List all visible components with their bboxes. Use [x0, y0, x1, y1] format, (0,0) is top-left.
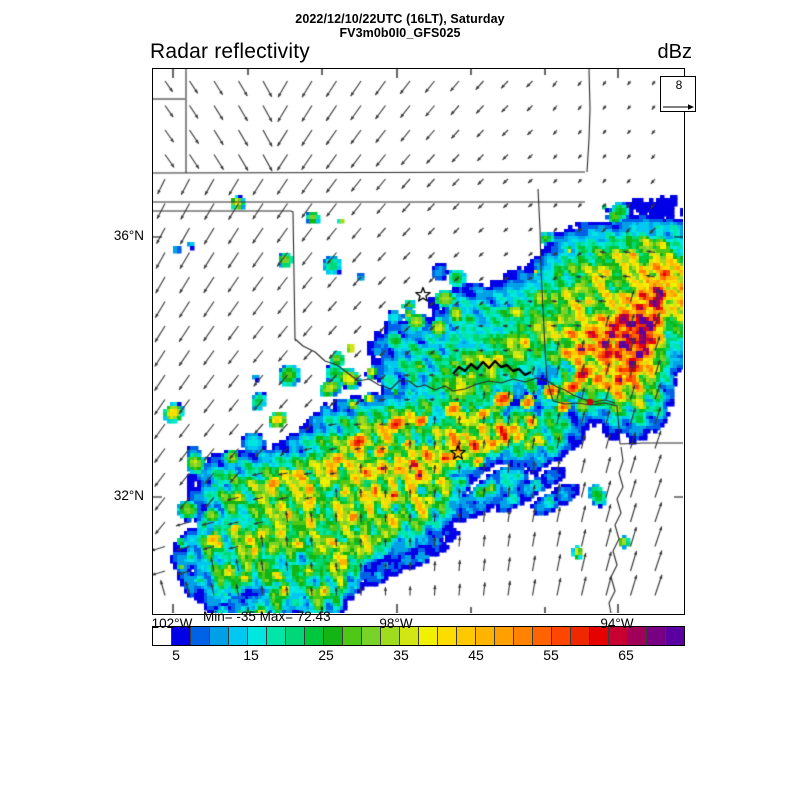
radar-reflectivity-canvas — [153, 69, 683, 613]
latitude-tick-label: 36°N — [113, 228, 144, 243]
colorbar-segment — [172, 627, 191, 645]
colorbar-segment — [438, 627, 457, 645]
colorbar-segment — [305, 627, 324, 645]
colorbar-tick: 65 — [618, 647, 634, 663]
colorbar-segment — [666, 627, 684, 645]
colorbar-segment — [590, 627, 609, 645]
colorbar-tick-labels: 5 15 25 35 45 55 65 — [152, 647, 685, 667]
colorbar-segment — [571, 627, 590, 645]
min-max-readout: Min= -35 Max= 72.43 — [203, 609, 331, 624]
colorbar-segment — [476, 627, 495, 645]
longitude-tick-label: 94°W — [600, 616, 634, 631]
colorbar-segment — [229, 627, 248, 645]
colorbar-segment — [647, 627, 666, 645]
colorbar-tick: 35 — [393, 647, 409, 663]
colorbar-segment — [153, 627, 172, 645]
colorbar-segment — [381, 627, 400, 645]
colorbar-tick: 5 — [172, 647, 180, 663]
longitude-tick-label: 98°W — [379, 616, 413, 631]
title-block: 2022/12/10/22UTC (16LT), Saturday FV3m0b… — [0, 12, 800, 40]
radar-map-panel[interactable] — [152, 68, 685, 615]
colorbar-segment — [533, 627, 552, 645]
colorbar-segment — [267, 627, 286, 645]
colorbar-segment — [248, 627, 267, 645]
colorbar[interactable] — [152, 626, 685, 646]
colorbar-segment — [343, 627, 362, 645]
colorbar-segment — [609, 627, 628, 645]
colorbar-tick: 45 — [468, 647, 484, 663]
longitude-tick-label: 102°W — [151, 616, 193, 631]
colorbar-tick: 25 — [318, 647, 334, 663]
colorbar-segment — [457, 627, 476, 645]
latitude-tick-label: 32°N — [113, 488, 144, 503]
colorbar-segment — [400, 627, 419, 645]
colorbar-unit-label: dBz — [657, 41, 692, 63]
colorbar-segment — [286, 627, 305, 645]
colorbar-segment — [419, 627, 438, 645]
colorbar-segment — [324, 627, 343, 645]
colorbar-segment — [191, 627, 210, 645]
wind-key-value: 8 — [675, 78, 683, 92]
colorbar-segment — [210, 627, 229, 645]
colorbar-segment — [514, 627, 533, 645]
colorbar-segment — [362, 627, 381, 645]
wind-reference-arrow-icon — [663, 99, 694, 117]
colorbar-segment — [628, 627, 647, 645]
colorbar-segment — [495, 627, 514, 645]
colorbar-tick: 55 — [543, 647, 559, 663]
title-datetime: 2022/12/10/22UTC (16LT), Saturday — [295, 12, 505, 26]
page-title: Radar reflectivity — [150, 40, 310, 63]
colorbar-segment — [552, 627, 571, 645]
title-model-id: FV3m0b0I0_GFS025 — [339, 26, 461, 40]
wind-vector-key: 8 — [660, 76, 696, 112]
colorbar-tick: 15 — [243, 647, 259, 663]
